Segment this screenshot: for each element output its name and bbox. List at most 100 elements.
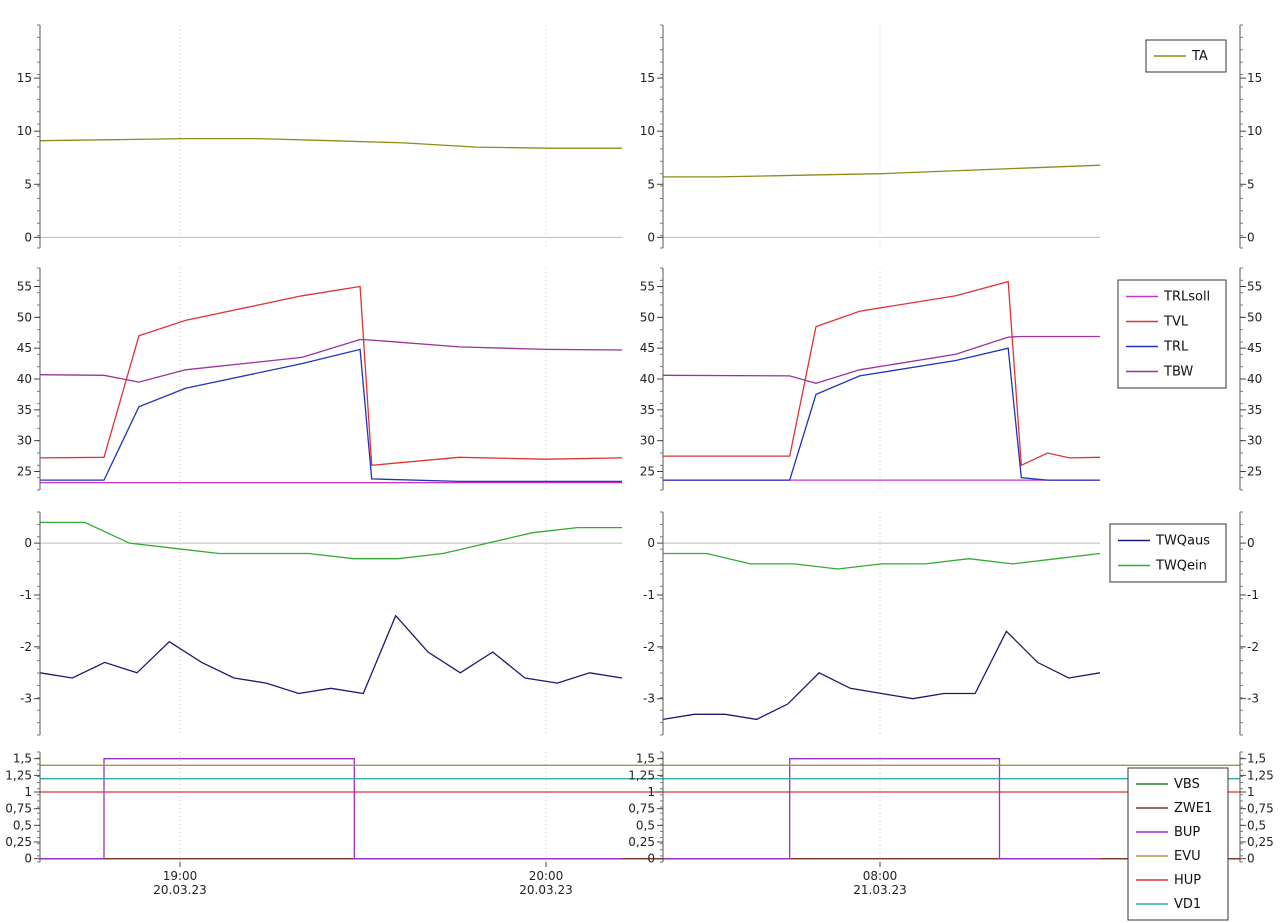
y-tick-label-right: 0,75 — [1247, 802, 1274, 816]
x-tick-date: 21.03.23 — [853, 883, 906, 897]
y-tick-label-right: 10 — [1247, 124, 1262, 138]
y-tick-label-middle: 35 — [640, 403, 655, 417]
y-tick-label-left: 0,25 — [5, 835, 32, 849]
twq-line-left-1 — [40, 521, 622, 560]
y-tick-label-left: -2 — [20, 640, 32, 654]
y-tick-label-middle: 30 — [640, 434, 655, 448]
y-tick-label-right: 30 — [1247, 434, 1262, 448]
legend-twq-label: TWQaus — [1155, 534, 1210, 549]
y-tick-label-right: 0 — [1247, 852, 1255, 866]
y-tick-label-left: 0 — [24, 852, 32, 866]
y-tick-label-middle: -2 — [643, 640, 655, 654]
y-tick-label-left: -1 — [20, 588, 32, 602]
y-tick-label-left: 0 — [24, 230, 32, 244]
y-tick-label-left: 30 — [17, 434, 32, 448]
y-tick-label-right: 25 — [1247, 465, 1262, 479]
legend-status-label: EVU — [1174, 849, 1201, 864]
y-tick-label-right: 1,5 — [1247, 752, 1266, 766]
y-tick-label-middle: 15 — [640, 71, 655, 85]
grid-layer — [40, 25, 1100, 862]
legend-temp-label: TBW — [1163, 365, 1193, 380]
y-tick-label-right: -1 — [1247, 588, 1259, 602]
y-tick-label-middle: 25 — [640, 465, 655, 479]
y-tick-label-middle: 45 — [640, 341, 655, 355]
y-tick-label-right: 0,5 — [1247, 818, 1266, 832]
y-tick-label-right: 0,25 — [1247, 835, 1274, 849]
x-tick-time: 19:00 — [163, 869, 198, 883]
legend-status-label: BUP — [1174, 825, 1200, 840]
ta-line-left — [39, 137, 622, 149]
y-tick-label-right: -2 — [1247, 640, 1259, 654]
y-tick-label-right: 1,25 — [1247, 768, 1274, 782]
y-tick-label-left: 5 — [24, 177, 32, 191]
y-tick-label-middle: 5 — [647, 177, 655, 191]
legend-status-box — [1127, 767, 1229, 921]
y-tick-label-right: -3 — [1247, 692, 1259, 706]
ta-line-right — [663, 164, 1101, 178]
y-tick-label-right: 5 — [1247, 177, 1255, 191]
y-tick-label-left: 35 — [17, 403, 32, 417]
y-tick-label-middle: 10 — [640, 124, 655, 138]
y-tick-label-right: 1 — [1247, 785, 1255, 799]
y-tick-label-left: 50 — [17, 310, 32, 324]
y-tick-label-middle: -3 — [643, 692, 655, 706]
y-tick-label-left: 25 — [17, 465, 32, 479]
legend-temp-label: TVL — [1163, 315, 1189, 330]
y-tick-label-right: 0 — [1247, 230, 1255, 244]
y-tick-label-middle: 1 — [647, 785, 655, 799]
y-tick-label-right: 35 — [1247, 403, 1262, 417]
y-tick-label-middle: 1,5 — [636, 752, 655, 766]
y-tick-label-right: 50 — [1247, 310, 1262, 324]
y-tick-label-middle: 0 — [647, 852, 655, 866]
legend-temp-label: TRL — [1163, 340, 1189, 355]
y-tick-label-middle: 0 — [647, 230, 655, 244]
status-bup-right — [663, 758, 1100, 860]
y-tick-label-left: 0,75 — [5, 802, 32, 816]
temp-line-left-3 — [39, 338, 623, 383]
x-tick-date: 20.03.23 — [519, 883, 572, 897]
y-tick-label-left: 10 — [17, 124, 32, 138]
twq-line-left-0 — [39, 614, 623, 695]
y-tick-label-left: 45 — [17, 341, 32, 355]
legend-status-label: VD1 — [1174, 897, 1201, 912]
legend-ta-label: TA — [1191, 49, 1208, 64]
y-tick-label-middle: 0 — [647, 536, 655, 550]
temp-line-left-2 — [40, 348, 622, 483]
y-tick-label-middle: 0,5 — [636, 818, 655, 832]
y-tick-label-middle: 40 — [640, 372, 655, 386]
y-tick-label-middle: 55 — [640, 280, 655, 294]
temp-line-right-3 — [662, 335, 1100, 384]
twq-line-right-0 — [662, 630, 1101, 721]
legend-temp-label: TRLsoll — [1163, 290, 1210, 305]
y-tick-label-left: 1,25 — [5, 768, 32, 782]
y-tick-label-left: 1 — [24, 785, 32, 799]
y-tick-label-middle: -1 — [643, 588, 655, 602]
legend-layer: TA TRLsoll TVL TRL TBW TWQaus TWQein VBS ZWE1 BUP… — [1109, 39, 1229, 921]
status-bup-left — [40, 758, 622, 860]
y-tick-label-middle: 0,75 — [628, 802, 655, 816]
y-tick-label-middle: 0,25 — [628, 835, 655, 849]
x-tick-time: 20:00 — [529, 869, 564, 883]
twq-line-right-1 — [663, 552, 1101, 570]
legend-status-label: HUP — [1174, 873, 1201, 888]
y-tick-label-left: 0,5 — [13, 818, 32, 832]
legend-temp-box — [1117, 279, 1227, 389]
y-tick-label-left: 0 — [24, 536, 32, 550]
y-tick-label-middle: 50 — [640, 310, 655, 324]
y-tick-label-left: 1,5 — [13, 752, 32, 766]
y-tick-label-middle: 1,25 — [628, 768, 655, 782]
temp-line-right-2 — [663, 347, 1100, 481]
y-tick-label-right: 45 — [1247, 341, 1262, 355]
y-tick-label-right: 55 — [1247, 280, 1262, 294]
legend-status-label: ZWE1 — [1174, 801, 1212, 816]
y-tick-label-left: -3 — [20, 692, 32, 706]
y-tick-label-left: 15 — [17, 71, 32, 85]
y-tick-label-right: 0 — [1247, 536, 1255, 550]
legend-twq-label: TWQein — [1155, 559, 1207, 574]
legend-twq-box — [1109, 523, 1227, 583]
y-tick-label-right: 40 — [1247, 372, 1262, 386]
temp-line-right-1 — [663, 280, 1101, 467]
legend-status-label: VBS — [1174, 777, 1200, 792]
